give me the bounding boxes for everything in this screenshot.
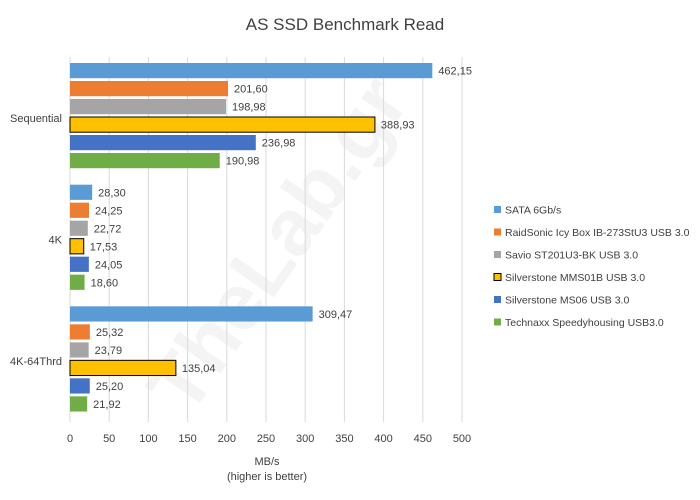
x-tick-label: 500 [453, 433, 471, 445]
data-label: 17,53 [90, 241, 118, 253]
legend-label: RaidSonic Icy Box IB-273StU3 USB 3.0 [505, 227, 690, 239]
data-label: 462,15 [438, 66, 472, 78]
bar [70, 378, 90, 394]
bar [70, 396, 88, 412]
data-label: 135,04 [182, 363, 216, 375]
data-label: 388,93 [381, 120, 415, 132]
data-label: 28,30 [98, 187, 126, 199]
bar [69, 359, 177, 377]
legend-swatch [494, 228, 501, 236]
x-axis-note: (higher is better) [227, 471, 307, 483]
x-tick-label: 250 [257, 433, 275, 445]
x-axis-label: MB/s [254, 456, 280, 468]
bar [70, 220, 88, 236]
legend-label: Silverstone MMS01B USB 3.0 [505, 272, 645, 284]
bar [70, 324, 90, 340]
x-tick-label: 150 [178, 433, 196, 445]
legend-label: SATA 6Gb/s [505, 205, 561, 217]
legend-label: Silverstone MS06 USB 3.0 [505, 295, 629, 307]
data-label: 24,25 [95, 205, 123, 217]
bar [70, 135, 256, 151]
legend-label: Savio ST201U3-BK USB 3.0 [505, 250, 638, 262]
legend-swatch [494, 206, 501, 213]
y-axis: Sequential 4K 4K-64Thrd [10, 113, 63, 368]
data-label: 21,92 [93, 399, 121, 411]
bar [70, 81, 229, 97]
data-label: 22,72 [94, 223, 122, 235]
x-tick-label: 0 [67, 433, 73, 445]
x-tick-label: 100 [139, 433, 157, 445]
bar [70, 202, 90, 218]
legend-swatch [494, 296, 501, 303]
y-tick-label: 4K-64Thrd [10, 356, 62, 368]
bar [70, 153, 220, 169]
legend-label: Technaxx Speedyhousing USB3.0 [505, 317, 664, 329]
legend-swatch [494, 318, 501, 326]
bar [70, 99, 227, 115]
y-tick-label: Sequential [10, 113, 62, 125]
data-label: 25,32 [96, 327, 124, 339]
bar [70, 306, 313, 322]
data-label: 18,60 [91, 277, 119, 289]
y-tick-label: 4K [49, 235, 63, 247]
data-label: 23,79 [95, 345, 123, 357]
legend-swatch [494, 251, 501, 258]
x-axis: 0 50 100 150 200 250 300 350 400 450 500 [67, 433, 471, 445]
x-tick-label: 350 [335, 433, 353, 445]
bar [70, 342, 89, 358]
data-label: 24,05 [95, 259, 123, 271]
chart-title: AS SSD Benchmark Read [246, 15, 444, 34]
data-label: 236,98 [262, 138, 296, 150]
bar [69, 238, 85, 255]
data-label: 198,98 [232, 102, 266, 114]
x-tick-label: 400 [374, 433, 392, 445]
x-tick-label: 50 [103, 433, 115, 445]
data-label: 309,47 [319, 309, 353, 321]
bar [70, 63, 433, 79]
bar [69, 116, 376, 133]
bar [70, 274, 85, 290]
data-label: 201,60 [234, 84, 268, 96]
data-label: 190,98 [226, 156, 260, 168]
legend-swatch [493, 273, 502, 281]
data-label: 25,20 [96, 381, 124, 393]
x-tick-label: 200 [218, 433, 236, 445]
bar [70, 184, 93, 200]
legend: SATA 6Gb/s RaidSonic Icy Box IB-273StU3 U… [493, 205, 690, 329]
x-tick-label: 450 [414, 433, 432, 445]
x-tick-label: 300 [296, 433, 314, 445]
bar [70, 256, 89, 272]
